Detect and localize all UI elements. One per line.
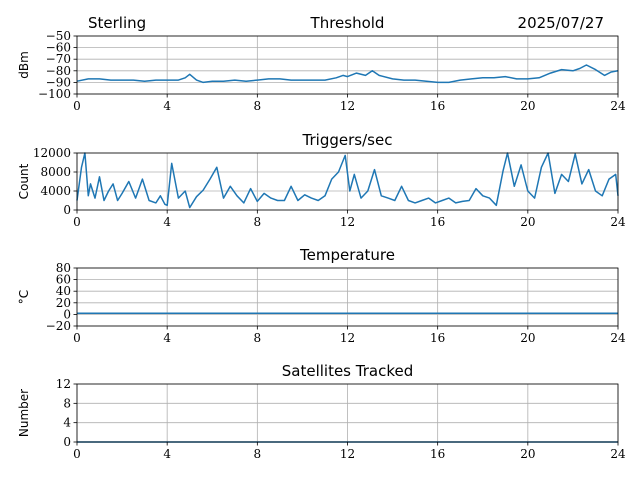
x-tick-label: 0 — [73, 99, 81, 113]
x-tick-label: 4 — [163, 99, 171, 113]
y-axis-label: Count — [17, 163, 31, 199]
y-tick-label: −70 — [46, 52, 71, 66]
x-tick-label: 8 — [254, 215, 262, 229]
y-axis-label: Number — [17, 389, 31, 437]
y-tick-label: 12000 — [33, 146, 71, 160]
y-tick-label: −90 — [46, 75, 71, 89]
x-tick-label: 16 — [430, 215, 445, 229]
x-tick-label: 0 — [73, 215, 81, 229]
x-tick-label: 24 — [610, 447, 626, 461]
y-tick-label: 20 — [56, 296, 71, 310]
y-tick-label: 12 — [56, 377, 71, 391]
x-tick-label: 24 — [610, 215, 626, 229]
chart-title: Temperature — [299, 246, 395, 264]
x-tick-label: 8 — [254, 447, 262, 461]
y-tick-label: 60 — [56, 273, 71, 287]
x-tick-label: 16 — [430, 447, 445, 461]
x-tick-label: 20 — [520, 331, 535, 345]
x-tick-label: 12 — [340, 99, 355, 113]
y-tick-label: 40 — [56, 284, 71, 298]
x-tick-label: 4 — [163, 447, 171, 461]
x-tick-label: 12 — [340, 215, 355, 229]
y-tick-label: −60 — [46, 41, 71, 55]
y-axis-label: °C — [17, 290, 31, 304]
y-tick-label: 4 — [63, 416, 71, 430]
x-tick-label: 12 — [340, 447, 355, 461]
x-tick-label: 16 — [430, 331, 445, 345]
x-tick-label: 0 — [73, 447, 81, 461]
x-tick-label: 12 — [340, 331, 355, 345]
chart-panel-2: 0 4 8 12 16 20 24 0 4000 8000 12000 Triggers/sec Cou… — [17, 131, 626, 229]
chart-title: Triggers/sec — [302, 131, 393, 149]
y-tick-label: 4000 — [40, 184, 71, 198]
y-tick-label: 80 — [56, 261, 71, 275]
y-tick-label: −50 — [46, 29, 71, 43]
x-tick-label: 20 — [520, 215, 535, 229]
y-axis-label: dBm — [17, 51, 31, 79]
series-line — [76, 152, 619, 209]
report-date: 2025/07/27 — [518, 14, 604, 32]
station-name: Sterling — [88, 14, 146, 32]
y-tick-label: −100 — [38, 87, 71, 101]
series-line — [76, 64, 619, 84]
x-tick-label: 8 — [254, 99, 262, 113]
x-tick-label: 24 — [610, 99, 626, 113]
chart-title: Threshold — [310, 14, 385, 32]
x-tick-label: 8 — [254, 331, 262, 345]
x-tick-label: 4 — [163, 215, 171, 229]
y-tick-label: 8000 — [40, 165, 71, 179]
y-tick-label: 0 — [63, 435, 71, 449]
y-tick-label: −80 — [46, 64, 71, 78]
chart-panel-1: 0 4 8 12 16 20 24 −100−90−80−70−60−50 Threshold d… — [17, 14, 626, 113]
y-tick-label: −20 — [46, 319, 71, 333]
x-tick-label: 24 — [610, 331, 626, 345]
x-tick-label: 20 — [520, 447, 535, 461]
x-tick-label: 16 — [430, 99, 445, 113]
chart-title: Satellites Tracked — [282, 362, 413, 380]
x-tick-label: 20 — [520, 99, 535, 113]
chart-panel-4: 0 4 8 12 16 20 24 0 4 8 12 Satellites Tracked Number — [17, 362, 626, 461]
y-tick-label: 8 — [63, 396, 71, 410]
x-tick-label: 0 — [73, 331, 81, 345]
chart-panels: 0 4 8 12 16 20 24 −100−90−80−70−60−50 Threshold d… — [17, 14, 626, 461]
y-tick-label: 0 — [63, 203, 71, 217]
y-tick-label: 0 — [63, 307, 71, 321]
x-tick-label: 4 — [163, 331, 171, 345]
